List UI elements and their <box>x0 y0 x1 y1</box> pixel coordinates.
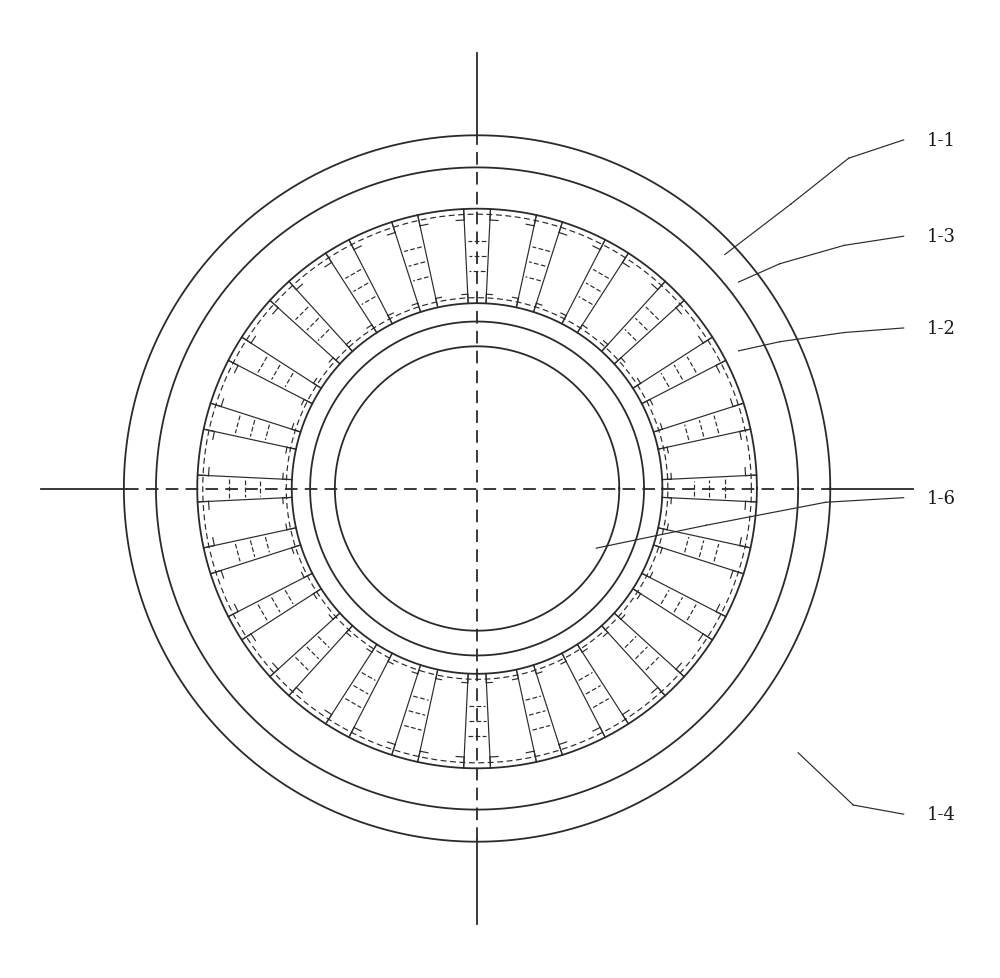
Text: 1-3: 1-3 <box>927 228 956 245</box>
Text: 1-4: 1-4 <box>927 805 955 823</box>
Text: 1-2: 1-2 <box>927 320 955 337</box>
Text: 1-6: 1-6 <box>927 489 956 508</box>
Text: 1-1: 1-1 <box>927 132 956 150</box>
